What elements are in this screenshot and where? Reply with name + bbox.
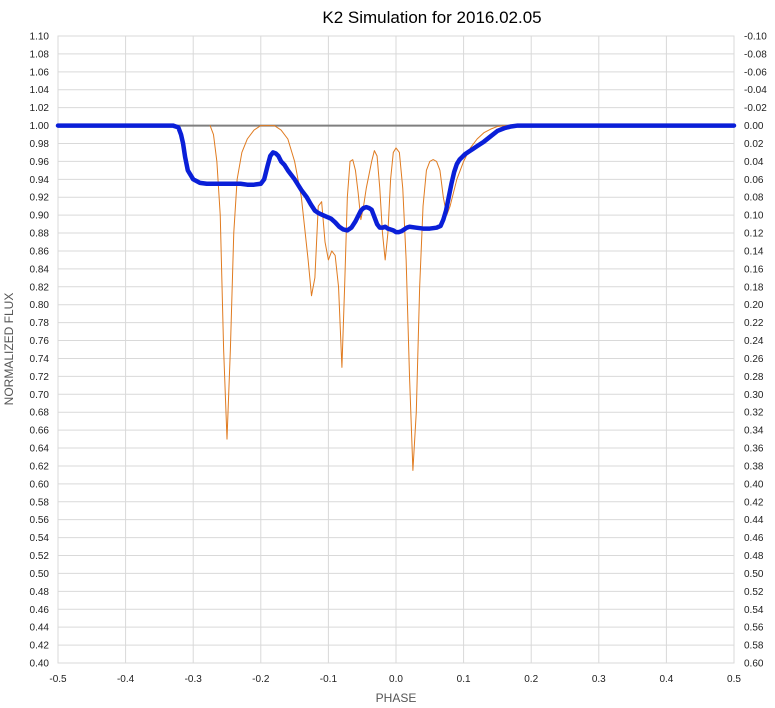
- y2-tick-label: 0.38: [744, 461, 764, 472]
- y2-tick-label: 0.60: [744, 659, 764, 670]
- y2-tick-label: 0.50: [744, 569, 764, 580]
- y-axis-ticks: 1.10 1.08 1.06 1.04 1.02 1.00 0.98 0.96 0.94 0.92…: [30, 32, 50, 670]
- x-axis-title: PHASE: [376, 691, 417, 705]
- y-tick-label: 0.52: [30, 551, 50, 562]
- y2-tick-label: 0.44: [744, 515, 764, 526]
- y2-tick-label: 0.14: [744, 246, 764, 257]
- y-tick-label: 0.76: [30, 336, 50, 347]
- y2-tick-label: -0.04: [744, 85, 767, 96]
- y2-tick-label: -0.08: [744, 49, 767, 60]
- y2-tick-label: 0.10: [744, 211, 764, 222]
- y-tick-label: 0.72: [30, 372, 50, 383]
- y2-tick-label: 0.52: [744, 587, 764, 598]
- y2-tick-label: 0.36: [744, 444, 764, 455]
- y2-tick-label: 0.34: [744, 426, 764, 437]
- y-tick-label: 0.46: [30, 605, 50, 616]
- y-tick-label: 0.62: [30, 461, 50, 472]
- y2-tick-label: 0.30: [744, 390, 764, 401]
- y2-tick-label: 0.00: [744, 121, 764, 132]
- y-tick-label: 1.02: [30, 103, 50, 114]
- y2-tick-label: 0.16: [744, 264, 764, 275]
- x-tick-label: -0.3: [185, 674, 203, 685]
- y-tick-label: 1.06: [30, 67, 50, 78]
- y2-tick-label: 0.54: [744, 605, 764, 616]
- y2-axis-ticks: -0.10 -0.08 -0.06 -0.04 -0.02 0.00 0.02 0.04 0.0…: [744, 32, 767, 670]
- y2-tick-label: 0.12: [744, 229, 764, 240]
- y-tick-label: 0.66: [30, 426, 50, 437]
- x-tick-label: -0.1: [320, 674, 338, 685]
- y2-tick-label: 0.46: [744, 533, 764, 544]
- chart-title: K2 Simulation for 2016.02.05: [322, 8, 541, 27]
- y-tick-label: 0.54: [30, 533, 50, 544]
- y-tick-label: 0.68: [30, 408, 50, 419]
- y2-tick-label: 0.02: [744, 139, 764, 150]
- y-tick-label: 0.88: [30, 229, 50, 240]
- x-tick-label: 0.2: [524, 674, 538, 685]
- x-tick-label: 0.3: [592, 674, 606, 685]
- y2-tick-label: 0.06: [744, 175, 764, 186]
- y-tick-label: 0.48: [30, 587, 50, 598]
- y-tick-label: 0.50: [30, 569, 50, 580]
- y-tick-label: 0.78: [30, 318, 50, 329]
- y-tick-label: 0.60: [30, 479, 50, 490]
- y-tick-label: 0.82: [30, 282, 50, 293]
- y2-tick-label: -0.02: [744, 103, 767, 114]
- y-tick-label: 1.00: [30, 121, 50, 132]
- y2-tick-label: -0.06: [744, 67, 767, 78]
- y2-tick-label: 0.58: [744, 641, 764, 652]
- y2-tick-label: 0.20: [744, 300, 764, 311]
- series-layer: [55, 123, 737, 471]
- y-tick-label: 0.94: [30, 175, 50, 186]
- y-tick-label: 0.84: [30, 264, 50, 275]
- y-tick-label: 0.98: [30, 139, 50, 150]
- plot-area-border: [57, 35, 735, 664]
- y2-tick-label: 0.42: [744, 497, 764, 508]
- y2-tick-label: 0.40: [744, 479, 764, 490]
- y-tick-label: 0.40: [30, 659, 50, 670]
- y-tick-label: 0.74: [30, 354, 50, 365]
- x-tick-label: 0.1: [457, 674, 471, 685]
- y2-tick-label: 0.48: [744, 551, 764, 562]
- y-tick-label: 0.90: [30, 211, 50, 222]
- series-line-2: [55, 123, 737, 235]
- y-tick-label: 0.58: [30, 497, 50, 508]
- y-tick-label: 0.44: [30, 623, 50, 634]
- y-tick-label: 0.80: [30, 300, 50, 311]
- y-tick-label: 1.10: [30, 32, 50, 43]
- y-axis-title: NORMALIZED FLUX: [2, 293, 16, 406]
- x-tick-label: -0.4: [117, 674, 135, 685]
- y-tick-label: 1.04: [30, 85, 50, 96]
- x-tick-label: -0.2: [252, 674, 270, 685]
- y-tick-label: 0.92: [30, 193, 50, 204]
- y2-tick-label: 0.26: [744, 354, 764, 365]
- y-tick-label: 0.64: [30, 444, 50, 455]
- x-tick-label: -0.5: [49, 674, 67, 685]
- x-tick-label: 0.0: [389, 674, 403, 685]
- x-axis-ticks: -0.5 -0.4 -0.3 -0.2 -0.1 0.0 0.1 0.2 0.3 0.4 0.5: [49, 674, 741, 685]
- y-tick-label: 0.42: [30, 641, 50, 652]
- y2-tick-label: 0.18: [744, 282, 764, 293]
- y-tick-label: 0.96: [30, 157, 50, 168]
- y2-tick-label: 0.32: [744, 408, 764, 419]
- y2-tick-label: 0.28: [744, 372, 764, 383]
- y2-tick-label: 0.24: [744, 336, 764, 347]
- y-tick-label: 1.08: [30, 49, 50, 60]
- x-tick-label: 0.5: [727, 674, 741, 685]
- y-tick-label: 0.86: [30, 246, 50, 257]
- y-tick-label: 0.70: [30, 390, 50, 401]
- y2-tick-label: 0.04: [744, 157, 764, 168]
- y2-tick-label: 0.08: [744, 193, 764, 204]
- y2-tick-label: -0.10: [744, 32, 767, 43]
- y2-tick-label: 0.56: [744, 623, 764, 634]
- y-tick-label: 0.56: [30, 515, 50, 526]
- x-tick-label: 0.4: [659, 674, 673, 685]
- y2-tick-label: 0.22: [744, 318, 764, 329]
